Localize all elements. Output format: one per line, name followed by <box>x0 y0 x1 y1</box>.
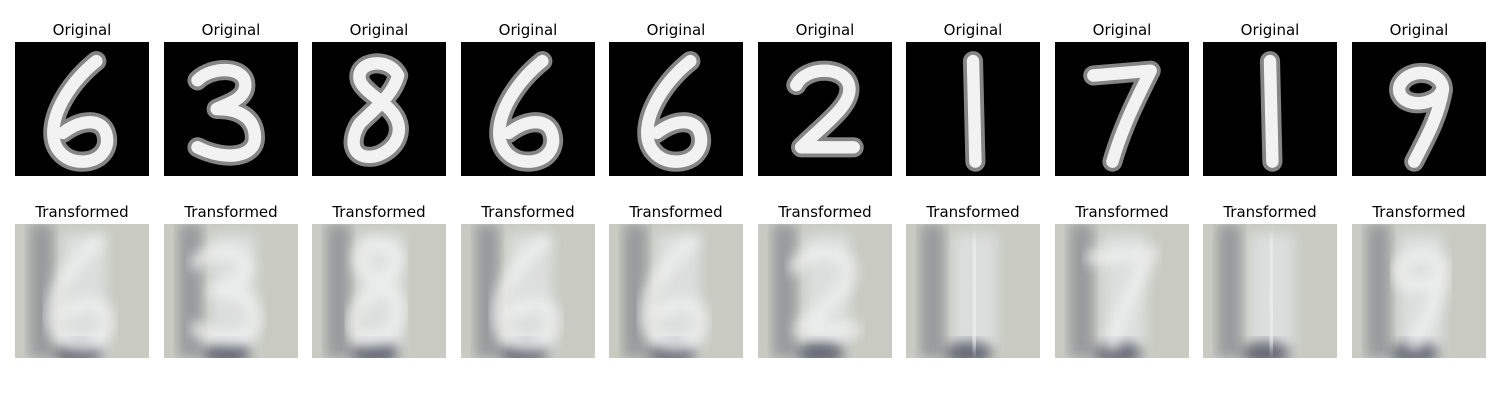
original-panel-title: Original <box>498 21 558 39</box>
transformed-digit-image <box>609 224 743 358</box>
original-panel-title: Original <box>1092 21 1152 39</box>
transformed-digit-image <box>164 224 298 358</box>
original-digit-image <box>906 42 1040 176</box>
original-digit-image <box>15 42 149 176</box>
original-panel-title: Original <box>349 21 409 39</box>
original-panel-title: Original <box>1389 21 1449 39</box>
transformed-digit-image <box>461 224 595 358</box>
transformed-digit-image <box>1203 224 1337 358</box>
transformed-panel-title: Transformed <box>926 203 1020 221</box>
transformed-panel-title: Transformed <box>778 203 872 221</box>
original-panel-title: Original <box>201 21 261 39</box>
transformed-panel-title: Transformed <box>481 203 575 221</box>
transformed-digit-image <box>758 224 892 358</box>
transformed-panel-title: Transformed <box>1223 203 1317 221</box>
original-digit-image <box>1352 42 1486 176</box>
original-panel-title: Original <box>52 21 112 39</box>
original-panel-title: Original <box>795 21 855 39</box>
transformed-panel-title: Transformed <box>1372 203 1466 221</box>
transformed-digit-image <box>1352 224 1486 358</box>
original-digit-image <box>609 42 743 176</box>
transformed-panel-title: Transformed <box>1075 203 1169 221</box>
original-digit-image <box>164 42 298 176</box>
transformed-digit-image <box>312 224 446 358</box>
original-digit-image <box>1203 42 1337 176</box>
original-digit-image <box>461 42 595 176</box>
original-digit-image <box>312 42 446 176</box>
transformed-panel-title: Transformed <box>184 203 278 221</box>
transformed-panel-title: Transformed <box>629 203 723 221</box>
original-panel-title: Original <box>1240 21 1300 39</box>
transformed-digit-image <box>15 224 149 358</box>
transformed-panel-title: Transformed <box>35 203 129 221</box>
original-digit-image <box>1055 42 1189 176</box>
transformed-digit-image <box>1055 224 1189 358</box>
original-panel-title: Original <box>943 21 1003 39</box>
original-panel-title: Original <box>646 21 706 39</box>
transformed-digit-image <box>906 224 1040 358</box>
original-digit-image <box>758 42 892 176</box>
transformed-panel-title: Transformed <box>332 203 426 221</box>
